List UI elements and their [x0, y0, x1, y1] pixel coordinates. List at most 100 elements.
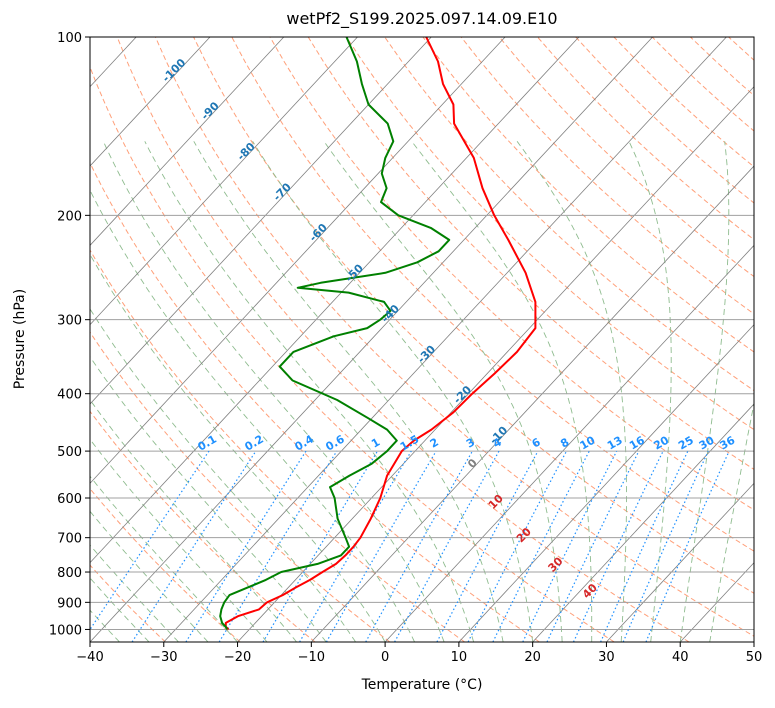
- x-tick-label: −40: [76, 650, 103, 665]
- isotherm: [384, 244, 754, 642]
- y-tick-label: 600: [57, 492, 82, 507]
- dry-adiabat-label: -30: [415, 342, 438, 365]
- dry-adiabat: [575, 37, 754, 204]
- x-tick-label: −10: [298, 650, 325, 665]
- sounding-profiles: [219, 37, 537, 631]
- mixing-ratio-label: 0.1: [196, 433, 219, 454]
- dry-adiabat-label: -10: [487, 424, 510, 447]
- x-tick-label: 20: [524, 650, 541, 665]
- dry-adiabat: [90, 65, 615, 642]
- mixing-ratio-line: [645, 450, 730, 642]
- mixing-ratio-label: 25: [676, 434, 696, 453]
- dry-adiabat-label: -20: [451, 383, 474, 406]
- dry-adiabat: [90, 161, 540, 642]
- moist-adiabat: [144, 141, 475, 642]
- y-tick-label: 200: [57, 209, 82, 224]
- mixing-ratio-line: [262, 450, 379, 642]
- mixing-ratio-label: 0.4: [293, 432, 317, 453]
- dry-adiabat-label: -90: [199, 99, 222, 122]
- mixing-ratio-label: 13: [605, 434, 625, 453]
- dry-adiabat: [767, 37, 775, 642]
- plot-frame: [89, 36, 755, 643]
- isotherm: [90, 37, 580, 564]
- mixing-ratio-line: [90, 450, 210, 631]
- moist-adiabat: [90, 355, 327, 642]
- moist-adiabat: [90, 438, 268, 642]
- isotherm: [90, 37, 211, 167]
- mixing-ratio-line: [546, 450, 640, 642]
- dry-adiabat: [193, 37, 754, 594]
- temperature-line: [224, 37, 537, 631]
- isotherm: [90, 37, 506, 484]
- isotherm: [163, 37, 727, 642]
- mixing-ratio-line: [394, 450, 500, 642]
- x-axis-label: Temperature (°C): [361, 677, 483, 693]
- moist-adiabat: [90, 398, 297, 642]
- moist-adiabat: [679, 141, 730, 642]
- mixing-ratio-label: 30: [697, 433, 717, 452]
- dry-adiabat: [728, 37, 754, 61]
- mixing-ratio-line: [522, 450, 618, 642]
- dry-adiabat: [90, 564, 166, 642]
- isotherm: [90, 37, 653, 642]
- mixing-ratio-label: 1: [369, 436, 382, 451]
- mixing-ratio-line: [131, 450, 257, 642]
- dry-adiabat: [460, 37, 754, 315]
- isotherm: [90, 37, 358, 326]
- y-tick-label: 500: [57, 445, 82, 460]
- dry-adiabat: [384, 37, 754, 392]
- dry-adiabat: [90, 249, 465, 642]
- isotherm: [679, 562, 754, 642]
- mixing-ratio-label: 0.6: [323, 432, 347, 453]
- mixing-ratio-label: 36: [718, 433, 738, 452]
- isotherm: [90, 37, 285, 246]
- dry-adiabat: [537, 37, 754, 241]
- dry-adiabat: [613, 37, 754, 168]
- x-tick-label: 50: [746, 650, 763, 665]
- y-tick-label: 300: [57, 314, 82, 329]
- axis-ticks: −40 −30 −20 −10 0 10 20 30 40 50 100 200 300 400 500 60…: [49, 31, 762, 665]
- moist-adiabat: [411, 141, 593, 642]
- dry-adiabat: [498, 37, 754, 278]
- moist-adiabat-label: 10: [486, 492, 506, 512]
- dry-adiabat: [690, 37, 754, 97]
- mixing-ratio-line: [492, 450, 590, 642]
- x-tick-label: 40: [672, 650, 689, 665]
- isotherm: [753, 641, 754, 642]
- chart-title: wetPf2_S199.2025.097.14.09.E10: [286, 9, 558, 28]
- mixing-ratio-label: 0.2: [242, 433, 265, 454]
- isotherm: [0, 37, 62, 642]
- moist-adiabat: [90, 189, 416, 642]
- isotherm: [311, 165, 754, 642]
- x-tick-label: 10: [451, 650, 468, 665]
- isotherm: [237, 86, 754, 642]
- dry-adiabat: [345, 37, 754, 431]
- y-tick-label: 100: [57, 31, 82, 46]
- dry-adiabat: [90, 640, 91, 642]
- dry-adiabat: [116, 37, 690, 642]
- moist-adiabat-label: 20: [514, 525, 534, 545]
- mixing-ratio-line: [365, 450, 473, 642]
- mixing-ratio-label: 8: [558, 436, 571, 451]
- mixing-ratio-label: 3: [464, 436, 477, 451]
- moist-adiabat: [709, 400, 754, 642]
- mixing-ratio-line: [572, 450, 664, 642]
- moist-adiabat-label: 40: [580, 581, 600, 601]
- dry-adiabat: [269, 37, 754, 511]
- y-tick-label: 400: [57, 388, 82, 403]
- x-tick-label: 30: [598, 650, 615, 665]
- moist-adiabat: [90, 544, 179, 642]
- dewpoint-line: [219, 37, 451, 630]
- isotherm: [458, 324, 754, 642]
- isotherm: [606, 482, 754, 642]
- dry-adiabat: [154, 37, 754, 637]
- dry-adiabat: [90, 487, 241, 642]
- y-tick-label: 1000: [49, 623, 82, 638]
- dry-adiabat-label: -70: [271, 180, 294, 203]
- mixing-ratio-line: [622, 450, 709, 642]
- isotherm: [90, 37, 137, 88]
- dry-adiabat-label: -100: [160, 56, 189, 85]
- moist-adiabat: [90, 510, 209, 642]
- moist-adiabat: [516, 141, 627, 642]
